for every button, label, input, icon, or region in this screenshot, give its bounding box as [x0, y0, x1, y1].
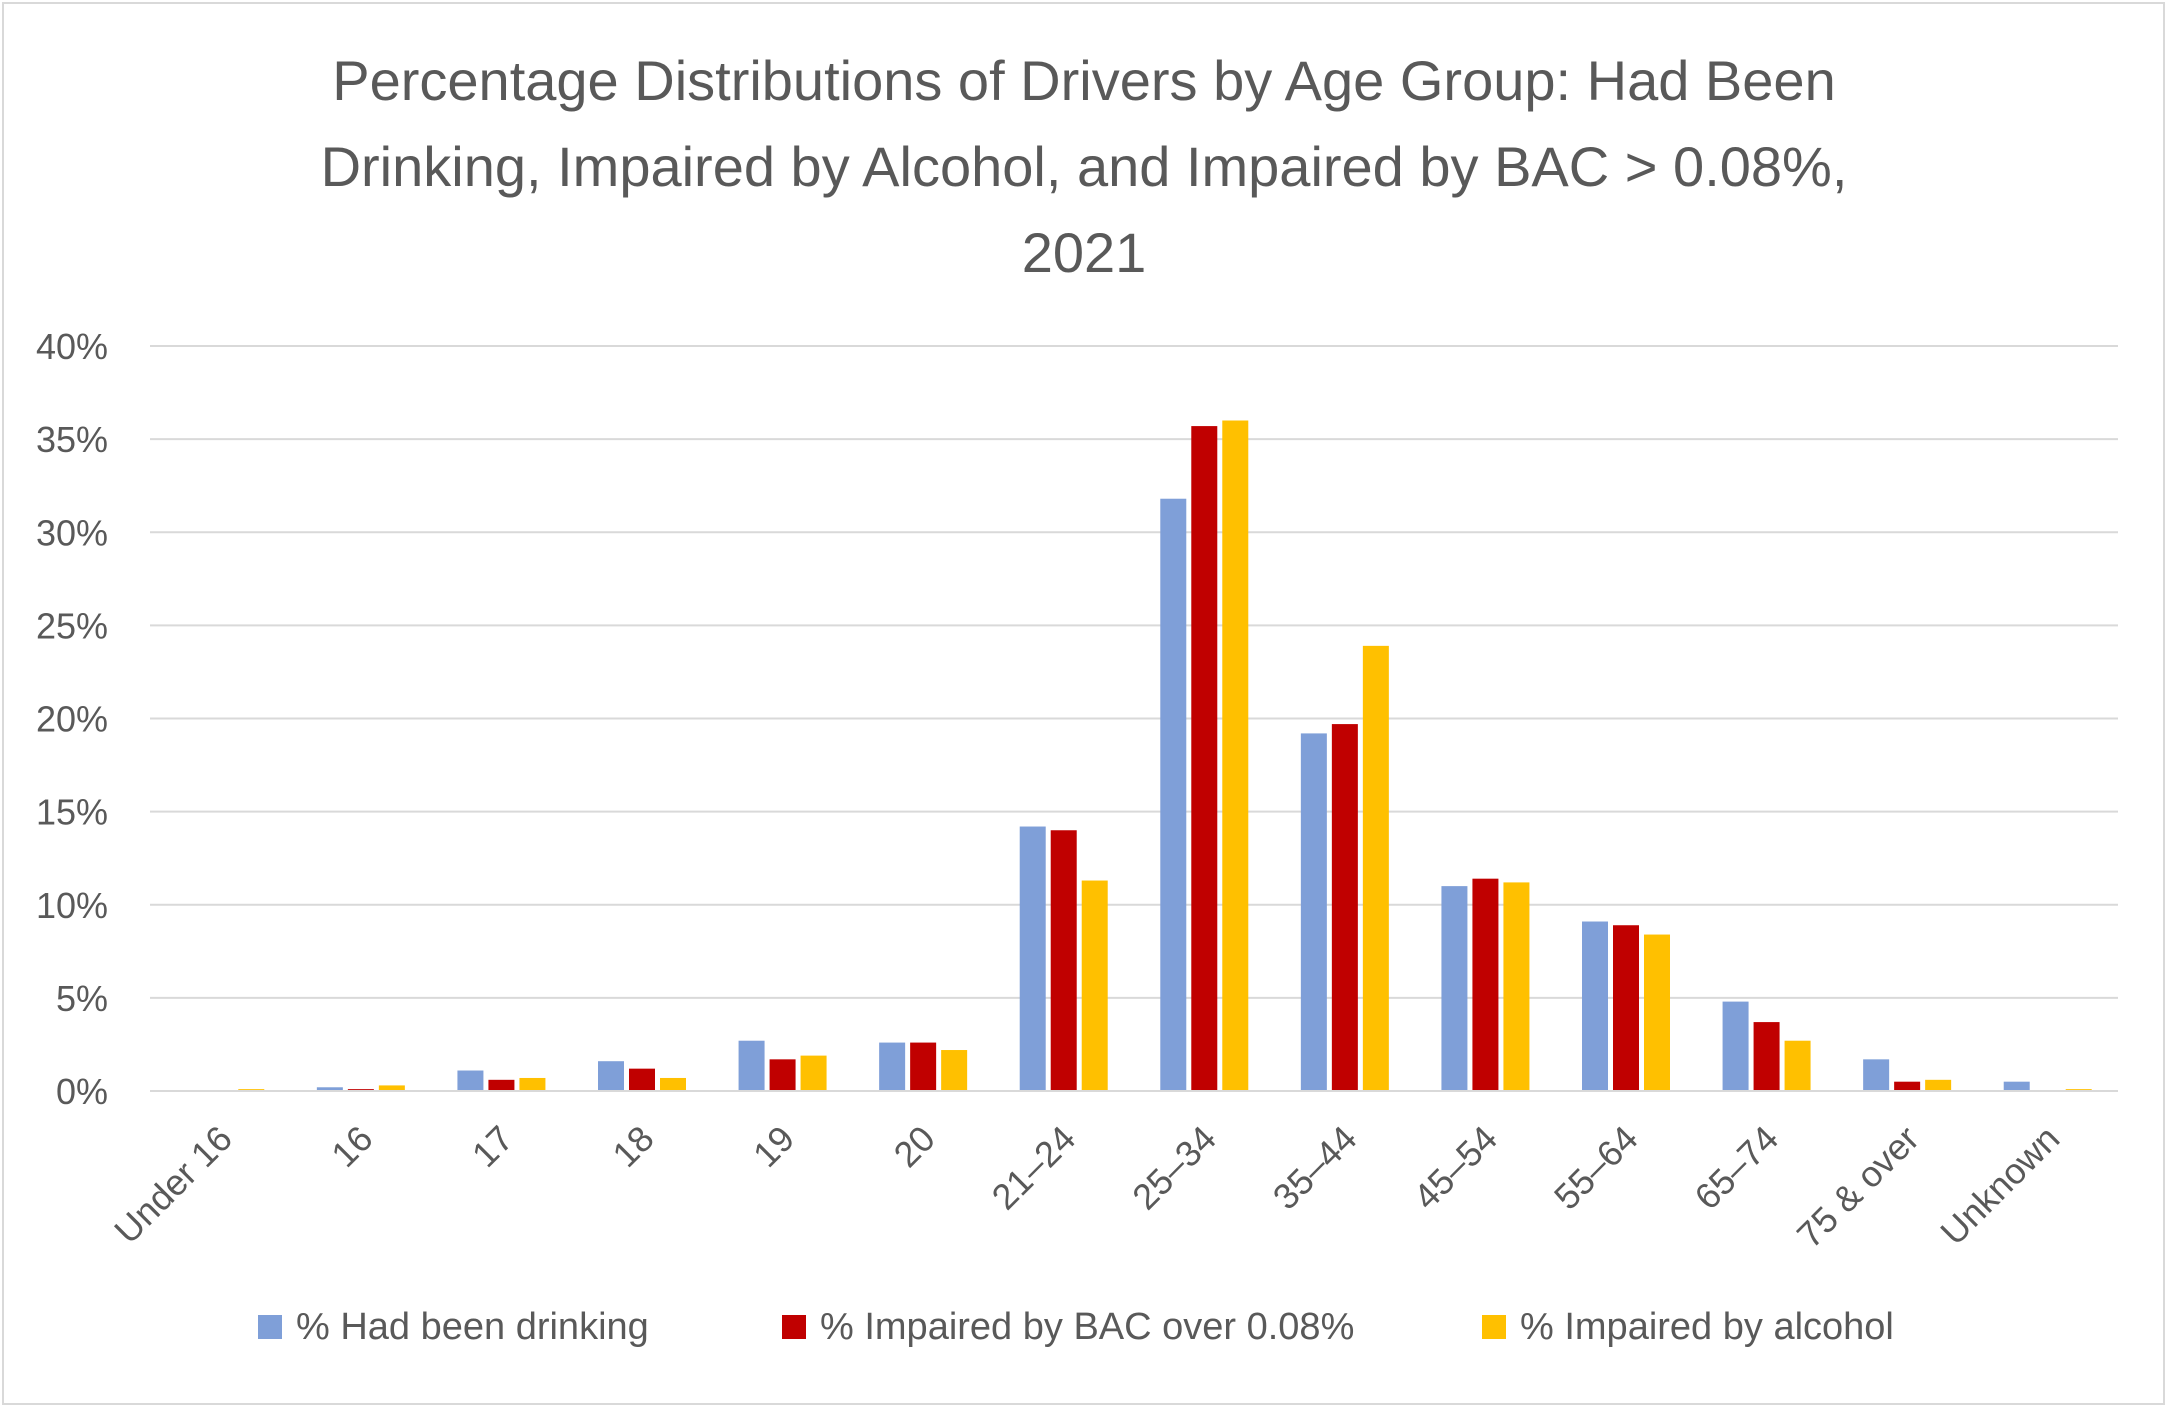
- bar-3-10: [1503, 882, 1530, 1091]
- legend-swatch-3: [1482, 1315, 1506, 1339]
- bar-2-13: [1894, 1081, 1921, 1091]
- y-tick-label: 40%: [36, 326, 108, 367]
- x-tick-label: 55–64: [1546, 1118, 1646, 1218]
- x-tick-label: 35–44: [1265, 1118, 1365, 1218]
- x-axis-tick-labels: Under 16 16 17 18 19 20 21–24 25–34 35–44 45–54 55…: [106, 1118, 2067, 1256]
- bar-3-12: [1784, 1040, 1811, 1091]
- chart-title-line-1: Percentage Distributions of Drivers by A…: [332, 49, 1835, 112]
- x-tick-label: 17: [464, 1118, 521, 1175]
- x-tick-label: 75 & over: [1789, 1118, 1927, 1256]
- legend-label-3: % Impaired by alcohol: [1520, 1306, 1894, 1348]
- y-tick-label: 5%: [56, 978, 108, 1019]
- chart-title-line-3: 2021: [1022, 221, 1147, 284]
- bars: [238, 420, 2092, 1092]
- bar-1-14: [2003, 1081, 2030, 1091]
- legend-label-2: % Impaired by BAC over 0.08%: [820, 1306, 1354, 1348]
- y-tick-label: 0%: [56, 1071, 108, 1112]
- bar-1-9: [1300, 733, 1327, 1091]
- bar-2-9: [1331, 724, 1358, 1091]
- x-tick-label: Unknown: [1932, 1118, 2067, 1253]
- bar-3-13: [1925, 1079, 1952, 1091]
- x-tick-label: 19: [745, 1118, 802, 1175]
- gridlines: [150, 345, 2118, 999]
- y-tick-label: 15%: [36, 792, 108, 833]
- legend: % Had been drinking % Impaired by BAC ove…: [258, 1306, 1894, 1348]
- y-axis-tick-labels: 0% 5% 10% 15% 20% 25% 30% 35% 40%: [36, 326, 108, 1112]
- bar-2-4: [629, 1068, 655, 1091]
- bar-1-13: [1863, 1059, 1890, 1091]
- bar-3-4: [660, 1077, 686, 1091]
- bar-2-10: [1472, 878, 1499, 1091]
- bar-1-4: [598, 1061, 624, 1091]
- bar-2-8: [1191, 426, 1218, 1091]
- chart-title: Percentage Distributions of Drivers by A…: [321, 49, 1848, 284]
- bar-1-7: [1019, 826, 1046, 1091]
- chart-title-line-2: Drinking, Impaired by Alcohol, and Impai…: [321, 135, 1848, 198]
- x-tick-label: 18: [604, 1118, 661, 1175]
- bar-1-2: [316, 1087, 343, 1091]
- bar-1-10: [1441, 886, 1468, 1091]
- legend-label-1: % Had been drinking: [296, 1306, 649, 1348]
- y-tick-label: 35%: [36, 419, 108, 460]
- bar-3-6: [941, 1050, 968, 1091]
- bar-1-6: [879, 1042, 906, 1091]
- x-tick-label: 16: [323, 1118, 380, 1175]
- bar-3-5: [800, 1055, 827, 1091]
- x-tick-label: 21–24: [984, 1118, 1084, 1218]
- bar-3-2: [378, 1085, 405, 1091]
- bar-3-7: [1081, 880, 1108, 1091]
- bar-1-8: [1160, 498, 1187, 1092]
- bar-2-5: [769, 1059, 796, 1091]
- bar-2-12: [1753, 1022, 1780, 1091]
- x-tick-label: 65–74: [1686, 1118, 1786, 1218]
- bar-3-8: [1222, 420, 1249, 1091]
- bar-1-3: [457, 1070, 484, 1091]
- legend-swatch-1: [258, 1315, 282, 1339]
- legend-swatch-2: [782, 1315, 806, 1339]
- bar-3-9: [1362, 645, 1389, 1091]
- y-tick-label: 25%: [36, 605, 108, 646]
- x-tick-label: 20: [885, 1118, 942, 1175]
- bar-1-12: [1722, 1001, 1749, 1091]
- x-tick-label: 45–54: [1405, 1118, 1505, 1218]
- bar-3-11: [1644, 934, 1670, 1091]
- y-tick-label: 20%: [36, 699, 108, 740]
- y-tick-label: 10%: [36, 885, 108, 926]
- bar-2-7: [1050, 830, 1077, 1091]
- bar-2-3: [488, 1079, 515, 1091]
- bar-1-11: [1582, 921, 1608, 1091]
- bar-2-6: [910, 1042, 937, 1091]
- bar-3-3: [519, 1077, 546, 1091]
- bar-2-11: [1613, 925, 1639, 1091]
- x-tick-label: 25–34: [1124, 1118, 1224, 1218]
- x-tick-label: Under 16: [106, 1118, 240, 1252]
- bar-1-5: [738, 1040, 765, 1091]
- y-tick-label: 30%: [36, 512, 108, 553]
